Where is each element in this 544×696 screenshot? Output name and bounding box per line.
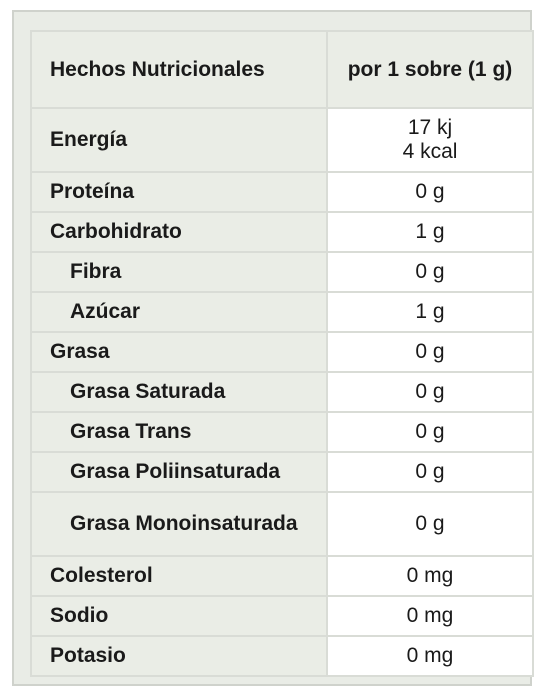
energy-kj: 17 kj [407, 116, 453, 139]
table-row: Sodio 0 mg [30, 595, 534, 637]
row-label: Grasa Trans [30, 411, 328, 453]
table-row: Proteína 0 g [30, 171, 534, 213]
table-row: Azúcar 1 g [30, 291, 534, 333]
nutrition-facts-table: Hechos Nutricionales por 1 sobre (1 g) E… [30, 30, 534, 677]
row-label: Carbohidrato [30, 211, 328, 253]
row-label: Grasa Saturada [30, 371, 328, 413]
table-row: Grasa Saturada 0 g [30, 371, 534, 413]
row-value: 17 kj 4 kcal [326, 107, 534, 173]
row-label: Grasa Poliinsaturada [30, 451, 328, 493]
table-title: Hechos Nutricionales [30, 30, 328, 109]
row-value: 0 g [326, 491, 534, 557]
energy-kcal: 4 kcal [402, 140, 458, 163]
row-value: 0 g [326, 411, 534, 453]
table-header-row: Hechos Nutricionales por 1 sobre (1 g) [30, 30, 534, 109]
table-row: Grasa Poliinsaturada 0 g [30, 451, 534, 493]
table-row-energy: Energía 17 kj 4 kcal [30, 107, 534, 173]
table-row: Carbohidrato 1 g [30, 211, 534, 253]
row-label: Energía [30, 107, 328, 173]
row-value: 0 g [326, 371, 534, 413]
row-label: Azúcar [30, 291, 328, 333]
table-row: Colesterol 0 mg [30, 555, 534, 597]
row-label: Grasa [30, 331, 328, 373]
row-value: 0 g [326, 251, 534, 293]
nutrition-panel: Hechos Nutricionales por 1 sobre (1 g) E… [12, 10, 534, 686]
row-value: 0 mg [326, 635, 534, 677]
row-label: Colesterol [30, 555, 328, 597]
row-value: 1 g [326, 291, 534, 333]
table-row: Grasa Trans 0 g [30, 411, 534, 453]
row-label: Sodio [30, 595, 328, 637]
serving-size: por 1 sobre (1 g) [326, 30, 534, 109]
table-row: Fibra 0 g [30, 251, 534, 293]
row-value: 0 mg [326, 555, 534, 597]
table-row: Grasa 0 g [30, 331, 534, 373]
row-label: Grasa Monoinsaturada [30, 491, 328, 557]
table-row: Potasio 0 mg [30, 635, 534, 677]
row-value: 0 g [326, 171, 534, 213]
row-label: Proteína [30, 171, 328, 213]
row-label: Potasio [30, 635, 328, 677]
row-value: 1 g [326, 211, 534, 253]
row-value: 0 g [326, 451, 534, 493]
row-value: 0 mg [326, 595, 534, 637]
table-row: Grasa Monoinsaturada 0 g [30, 491, 534, 557]
row-label: Fibra [30, 251, 328, 293]
row-value: 0 g [326, 331, 534, 373]
